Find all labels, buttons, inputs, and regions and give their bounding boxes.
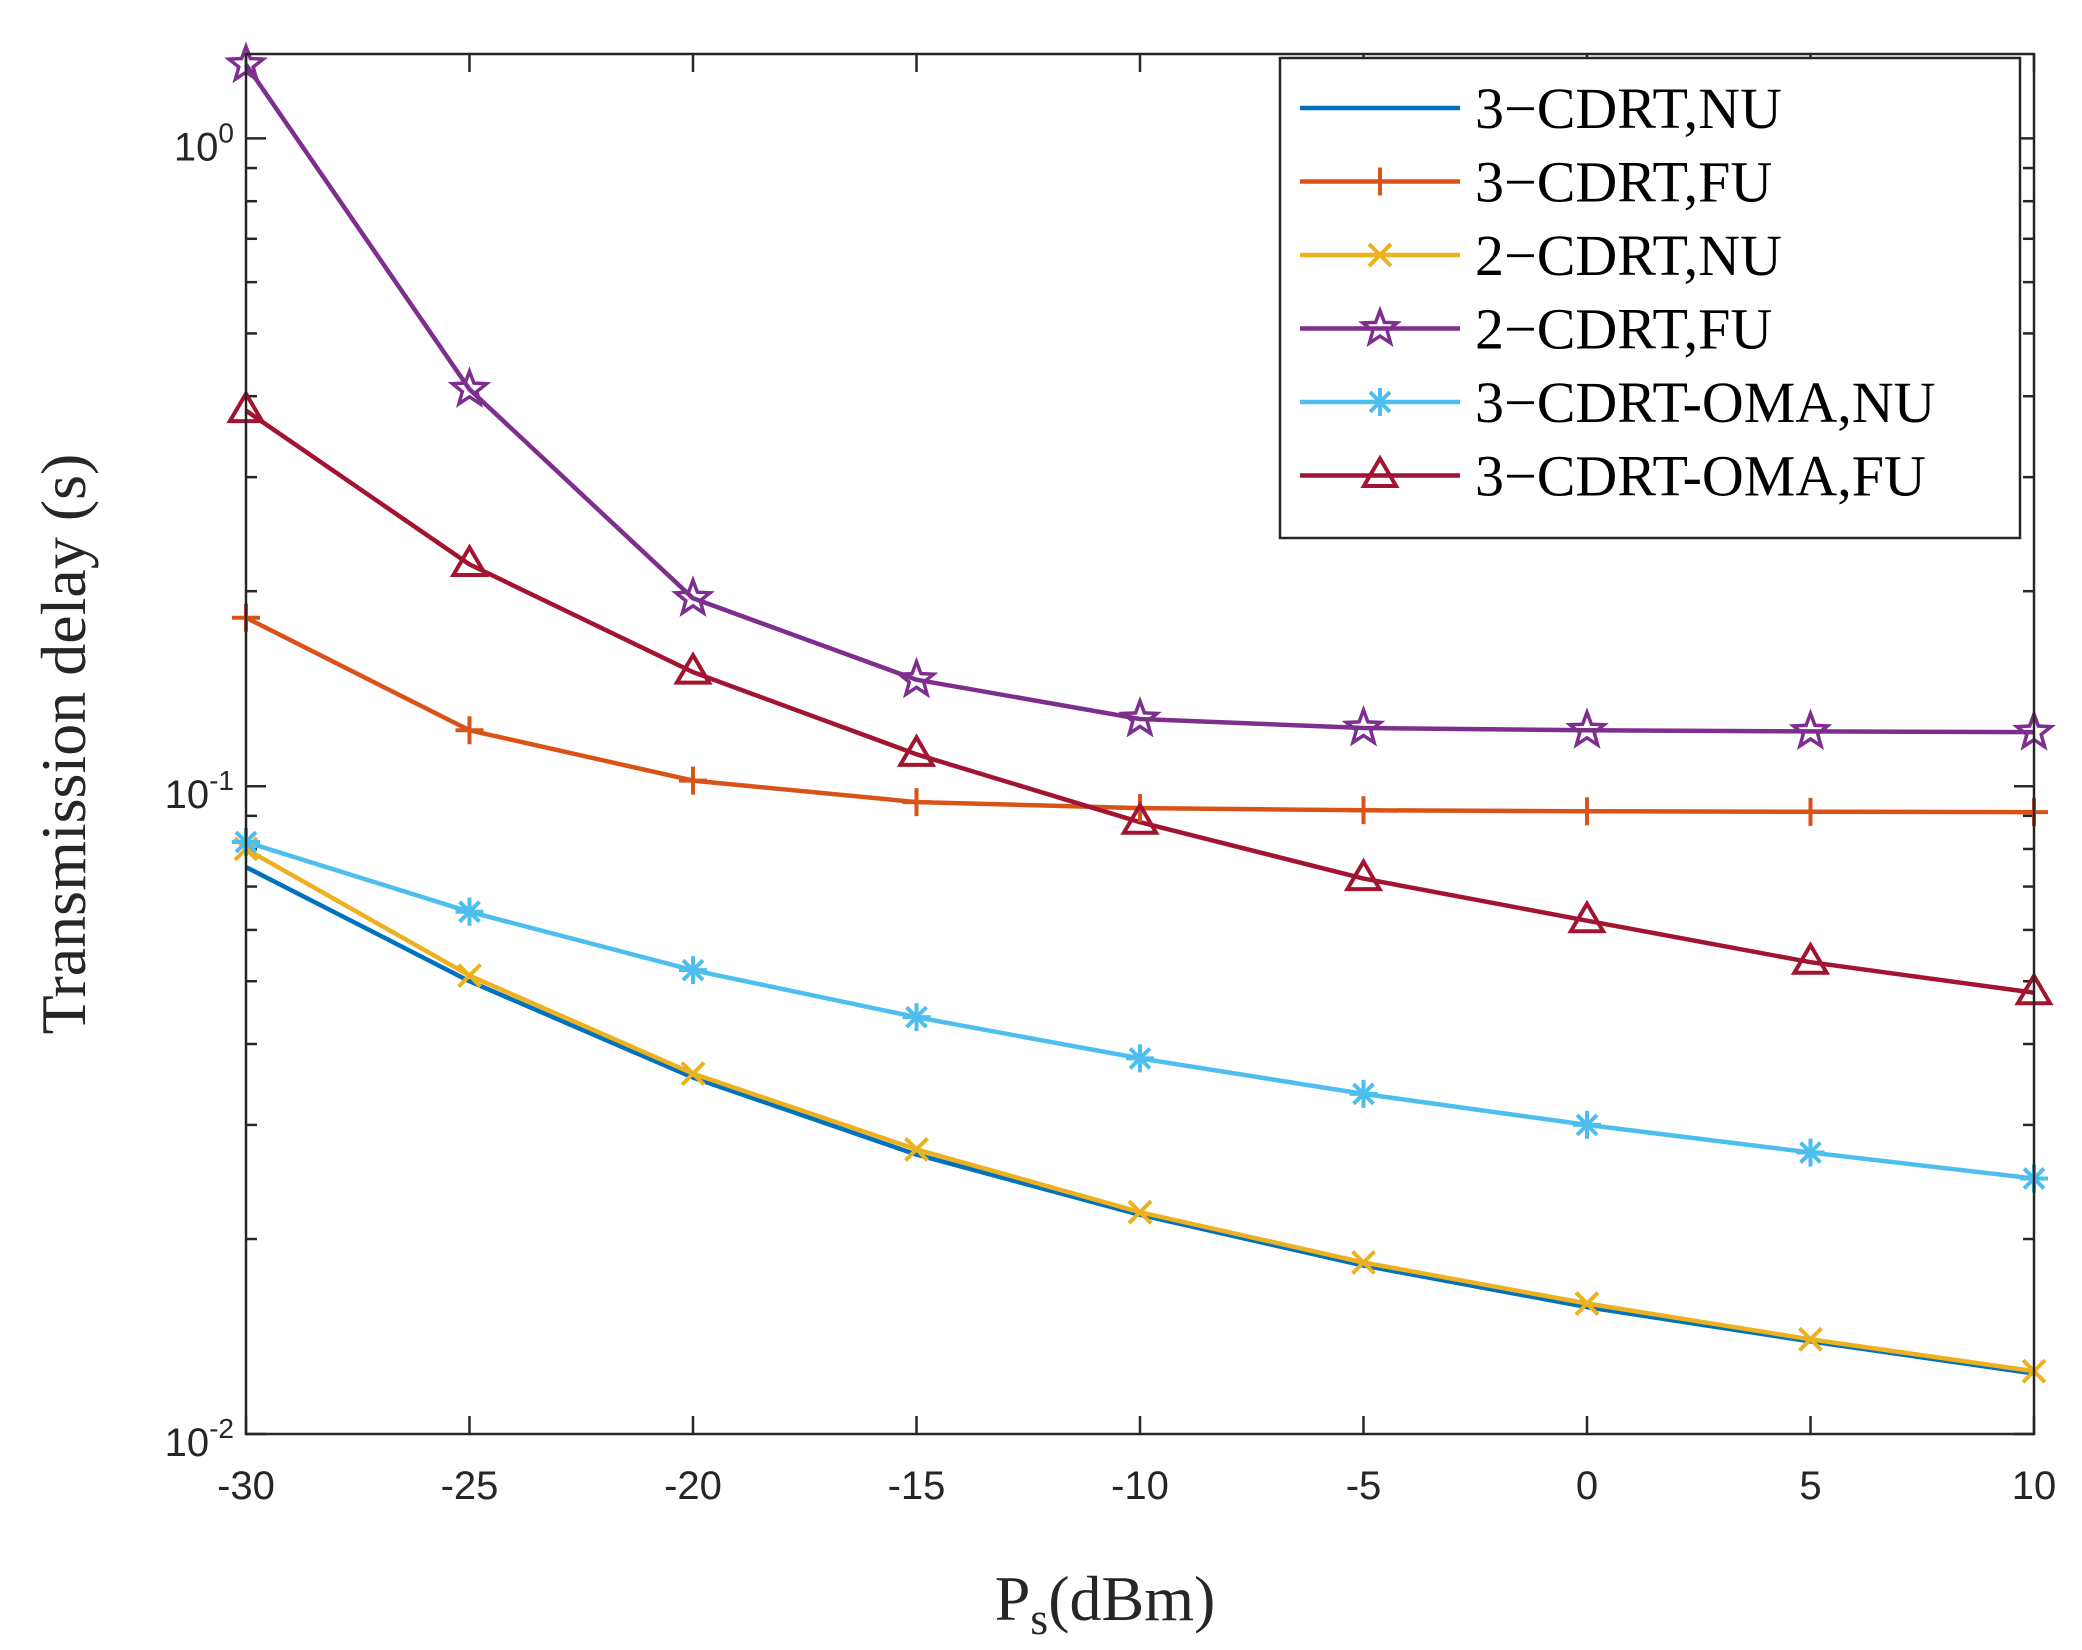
data-point [1565,707,1609,749]
x-tick-label: -20 [664,1464,722,1508]
data-point [673,651,713,685]
legend-item: 2−CDRT,NU [1300,223,1782,288]
data-point [1366,388,1394,416]
legend-entries: 3−CDRT,NU 3−CDRT,FU 2−CDRT,NU 2−CDRT,FU 3−CD… [1300,76,1936,509]
data-point [1351,1250,1376,1275]
x-axis-title-unit: (dBm) [1048,1563,1215,1634]
data-point [1118,695,1162,738]
x-tick-label: -25 [441,1464,499,1508]
data-point [1366,167,1394,196]
series-line [244,63,2035,735]
data-point [894,656,939,699]
axes-box [244,52,2036,1436]
data-point [1567,899,1607,934]
data-point [1349,796,1378,825]
data-point [902,788,931,817]
x-tick-labels: -30 -25 -20 -15 -10 -5 0 5 10 [217,1464,2056,1508]
legend-item: 3−CDRT,NU [1300,76,1782,141]
y-tick-label: 10-1 [165,765,234,817]
y-tick-labels: 10-2 10-1 100 [165,117,234,1465]
data-point [455,897,484,926]
legend-label: 2−CDRT,FU [1475,297,1772,362]
legend: 3−CDRT,NU 3−CDRT,FU 2−CDRT,NU 2−CDRT,FU 3−CD… [1278,56,2022,540]
legend-item: 3−CDRT-OMA,FU [1300,444,1926,509]
legend-label: 3−CDRT-OMA,NU [1475,370,1936,435]
x-tick-label: 5 [1799,1464,1821,1508]
data-point [904,1136,929,1162]
data-point [1788,708,1833,751]
x-tick-label: -10 [1111,1464,1169,1508]
data-point [1574,1291,1600,1316]
y-axis-title: Transmission delay (s) [28,454,99,1035]
data-point [1796,1138,1825,1167]
legend-item: 3−CDRT-OMA,NU [1300,370,1936,435]
legend-item: 2−CDRT,FU [1300,297,1772,362]
x-tick-label: 0 [1576,1464,1598,1508]
data-point [457,963,482,989]
data-point [1126,1044,1154,1073]
data-point [1120,801,1160,835]
data-point [1573,797,1601,826]
data-point [455,716,484,745]
data-point [896,733,937,767]
data-point [1127,1199,1153,1225]
y-tick-label: 100 [174,117,234,169]
data-point [1341,704,1386,747]
data-point [1796,797,1825,826]
legend-label: 3−CDRT,NU [1475,76,1782,141]
data-point [1790,941,1831,975]
x-axis-title: Ps(dBm) [995,1563,1216,1644]
data-point [1573,1110,1601,1139]
data-point [680,1061,706,1087]
data-point [679,766,707,795]
data-point [679,956,707,985]
data-point [671,575,715,617]
data-point [1798,1326,1823,1352]
x-tick-label: -5 [1346,1464,1382,1508]
data-point [1367,242,1393,268]
x-tick-label: -15 [888,1464,946,1508]
data-point [1360,454,1400,489]
legend-label: 3−CDRT-OMA,FU [1475,444,1926,509]
legend-item: 3−CDRT,FU [1300,150,1772,215]
x-axis-title-subscript: s [1030,1593,1048,1644]
data-point [447,366,492,408]
legend-box [1278,56,2022,540]
data-point [902,1003,931,1032]
x-tick-label: 10 [2012,1464,2057,1508]
legend-label: 3−CDRT,FU [1475,150,1772,215]
data-point [449,543,490,577]
y-tick-label: 10-2 [165,1413,234,1465]
data-point [1343,857,1384,892]
data-point [1358,305,1402,348]
data-point [1349,1079,1378,1108]
x-axis-title-main: P [995,1563,1031,1634]
x-tick-label: -30 [217,1464,275,1508]
series-line [244,408,2035,995]
legend-label: 2−CDRT,NU [1475,223,1782,288]
